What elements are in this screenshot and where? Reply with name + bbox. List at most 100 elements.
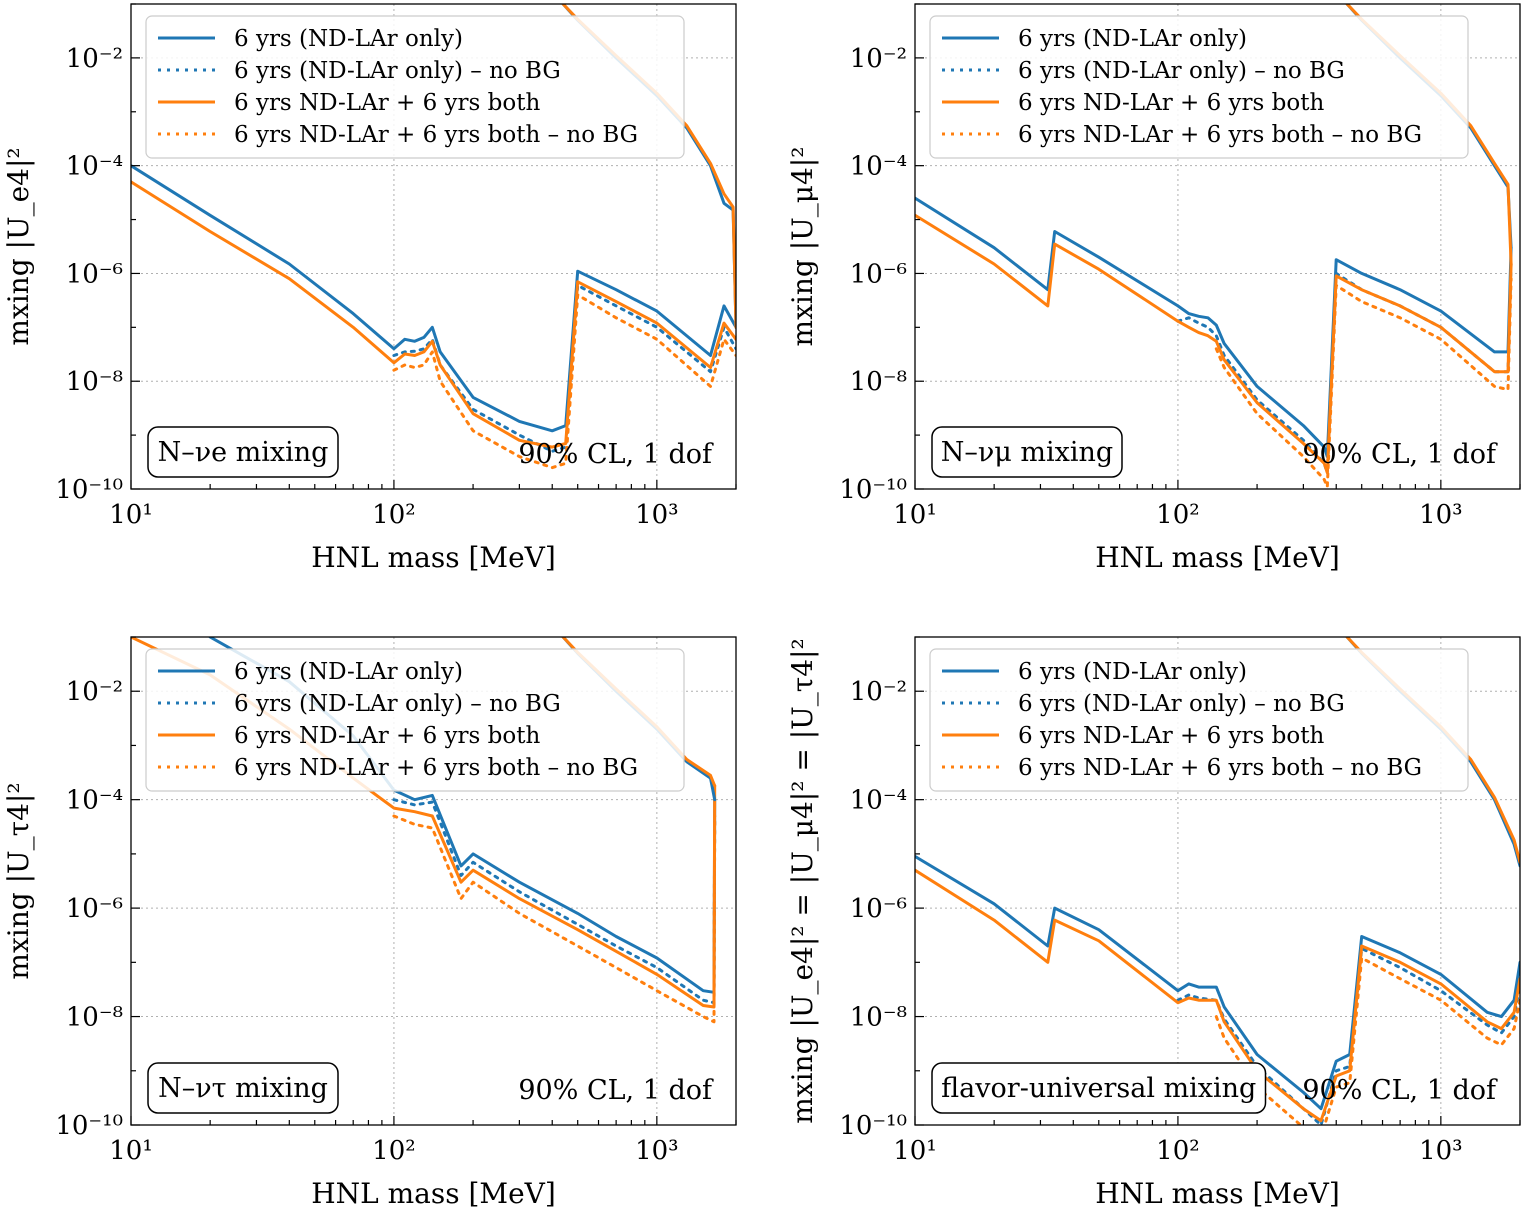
legend-entry-3: 6 yrs ND-LAr + 6 yrs both – no BG (1018, 122, 1422, 148)
mixing-label-box: N–νe mixing (147, 426, 339, 478)
x-axis-label: HNL mass [MeV] (1095, 1177, 1340, 1210)
legend: 6 yrs (ND-LAr only) 6 yrs (ND-LAr only) –… (145, 648, 685, 792)
legend: 6 yrs (ND-LAr only) 6 yrs (ND-LAr only) –… (929, 15, 1469, 159)
y-tick-label: 10⁻¹⁰ (55, 1111, 123, 1141)
confidence-level-label: 90% CL, 1 dof (1302, 439, 1498, 470)
confidence-level-label: 90% CL, 1 dof (1302, 1075, 1498, 1106)
y-tick-label: 10⁻⁶ (850, 894, 907, 924)
x-tick-label: 10¹ (893, 500, 937, 530)
mixing-label: N–νμ mixing (941, 437, 1113, 468)
series-line-2 (915, 213, 1513, 475)
series-line-2 (915, 868, 1520, 1123)
y-tick-label: 10⁻⁸ (850, 367, 907, 397)
series-line-3 (392, 293, 736, 470)
mixing-label-frame (147, 426, 339, 478)
confidence-level-label: 90% CL, 1 dof (518, 439, 714, 470)
panel-top-left: 10¹ 10² 10³ 10⁻¹⁰ 10⁻⁸ 10⁻⁶ 10⁻⁴ 10⁻² HNL mass [… (2, 3, 737, 574)
x-tick-label: 10¹ (109, 500, 153, 530)
legend-frame (929, 648, 1469, 792)
legend-entry-0: 6 yrs (ND-LAr only) (1018, 659, 1247, 685)
legend-entry-2: 6 yrs ND-LAr + 6 yrs both (1018, 90, 1324, 116)
y-axis-label: mxing |U_μ4|² (786, 147, 819, 347)
mixing-label-frame (931, 426, 1123, 478)
mixing-label-frame (147, 1062, 339, 1114)
legend-entry-3: 6 yrs ND-LAr + 6 yrs both – no BG (234, 122, 638, 148)
x-axis-label: HNL mass [MeV] (311, 541, 556, 574)
y-tick-label: 10⁻² (850, 44, 907, 74)
y-tick-label: 10⁻⁴ (850, 786, 907, 816)
legend-entry-0: 6 yrs (ND-LAr only) (234, 659, 463, 685)
series-line-3 (392, 814, 717, 1024)
y-tick-label: 10⁻⁶ (850, 259, 907, 289)
x-tick-label: 10¹ (109, 1136, 153, 1166)
y-axis-label: mxing |U_e4|² (2, 147, 35, 345)
y-tick-label: 10⁻⁸ (850, 1003, 907, 1033)
mixing-label-box: N–ντ mixing (147, 1062, 339, 1114)
x-tick-label: 10³ (635, 500, 679, 530)
mixing-label: N–ντ mixing (158, 1073, 328, 1104)
legend: 6 yrs (ND-LAr only) 6 yrs (ND-LAr only) –… (929, 648, 1469, 792)
x-axis-label: HNL mass [MeV] (311, 1177, 556, 1210)
mixing-label: flavor-universal mixing (941, 1073, 1256, 1104)
y-tick-label: 10⁻¹⁰ (55, 475, 123, 505)
series-line-0 (915, 854, 1520, 1111)
legend-frame (145, 648, 685, 792)
y-axis-label: mxing |U_e4|² = |U_μ4|² = |U_τ4|² (786, 638, 819, 1123)
legend-frame (929, 15, 1469, 159)
axes-frame (130, 3, 737, 490)
legend-entry-0: 6 yrs (ND-LAr only) (234, 26, 463, 52)
series-line-2 (131, 180, 736, 449)
y-tick-label: 10⁻¹⁰ (839, 475, 907, 505)
series-line-1 (1176, 947, 1520, 1125)
y-tick-label: 10⁻² (850, 677, 907, 707)
legend-entry-3: 6 yrs ND-LAr + 6 yrs both – no BG (234, 755, 638, 781)
panel-bottom-left: 10¹ 10² 10³ 10⁻¹⁰ 10⁻⁸ 10⁻⁶ 10⁻⁴ 10⁻² HNL mass [… (2, 636, 737, 1210)
y-tick-label: 10⁻⁸ (66, 367, 123, 397)
series-line-0 (131, 164, 736, 433)
legend-entry-1: 6 yrs (ND-LAr only) – no BG (1018, 691, 1345, 717)
y-tick-label: 10⁻⁶ (66, 259, 123, 289)
mixing-label-box: N–νμ mixing (931, 426, 1123, 478)
x-tick-label: 10³ (635, 1136, 679, 1166)
legend-entry-2: 6 yrs ND-LAr + 6 yrs both (1018, 723, 1324, 749)
x-tick-label: 10² (372, 1136, 416, 1166)
mixing-label-box: flavor-universal mixing (931, 1062, 1267, 1114)
y-axis-label: mxing |U_τ4|² (2, 782, 35, 979)
x-tick-label: 10² (1156, 1136, 1200, 1166)
series-line-3 (1214, 277, 1513, 489)
legend-entry-0: 6 yrs (ND-LAr only) (1018, 26, 1247, 52)
legend: 6 yrs (ND-LAr only) 6 yrs (ND-LAr only) –… (145, 15, 685, 159)
legend-entry-3: 6 yrs ND-LAr + 6 yrs both – no BG (1018, 755, 1422, 781)
series-line-0 (915, 196, 1513, 459)
y-tick-label: 10⁻⁸ (66, 1003, 123, 1033)
x-tick-label: 10³ (1419, 500, 1463, 530)
confidence-level-label: 90% CL, 1 dof (518, 1075, 714, 1106)
legend-entry-2: 6 yrs ND-LAr + 6 yrs both (234, 90, 540, 116)
axes-frame (914, 636, 1521, 1126)
x-tick-label: 10¹ (893, 1136, 937, 1166)
y-tick-label: 10⁻² (66, 44, 123, 74)
y-tick-label: 10⁻² (66, 677, 123, 707)
panel-top-right: 10¹ 10² 10³ 10⁻¹⁰ 10⁻⁸ 10⁻⁶ 10⁻⁴ 10⁻² HNL mass [… (786, 3, 1521, 574)
y-tick-label: 10⁻⁴ (66, 152, 123, 182)
axes-frame (914, 3, 1521, 490)
x-tick-label: 10² (372, 500, 416, 530)
y-tick-label: 10⁻¹⁰ (839, 1111, 907, 1141)
x-tick-label: 10³ (1419, 1136, 1463, 1166)
y-tick-label: 10⁻⁴ (66, 786, 123, 816)
y-tick-label: 10⁻⁶ (66, 894, 123, 924)
series-group (131, 4, 736, 470)
legend-frame (145, 15, 685, 159)
x-axis-label: HNL mass [MeV] (1095, 541, 1340, 574)
mixing-label: N–νe mixing (158, 437, 329, 468)
legend-entry-1: 6 yrs (ND-LAr only) – no BG (234, 691, 561, 717)
series-line-1 (1176, 262, 1513, 475)
y-tick-label: 10⁻⁴ (850, 152, 907, 182)
x-tick-label: 10² (1156, 500, 1200, 530)
legend-entry-1: 6 yrs (ND-LAr only) – no BG (1018, 58, 1345, 84)
legend-entry-2: 6 yrs ND-LAr + 6 yrs both (234, 723, 540, 749)
legend-entry-1: 6 yrs (ND-LAr only) – no BG (234, 58, 561, 84)
panel-bottom-right: 10¹ 10² 10³ 10⁻¹⁰ 10⁻⁸ 10⁻⁶ 10⁻⁴ 10⁻² HNL mass [… (786, 636, 1521, 1210)
axes-frame (130, 636, 737, 1126)
